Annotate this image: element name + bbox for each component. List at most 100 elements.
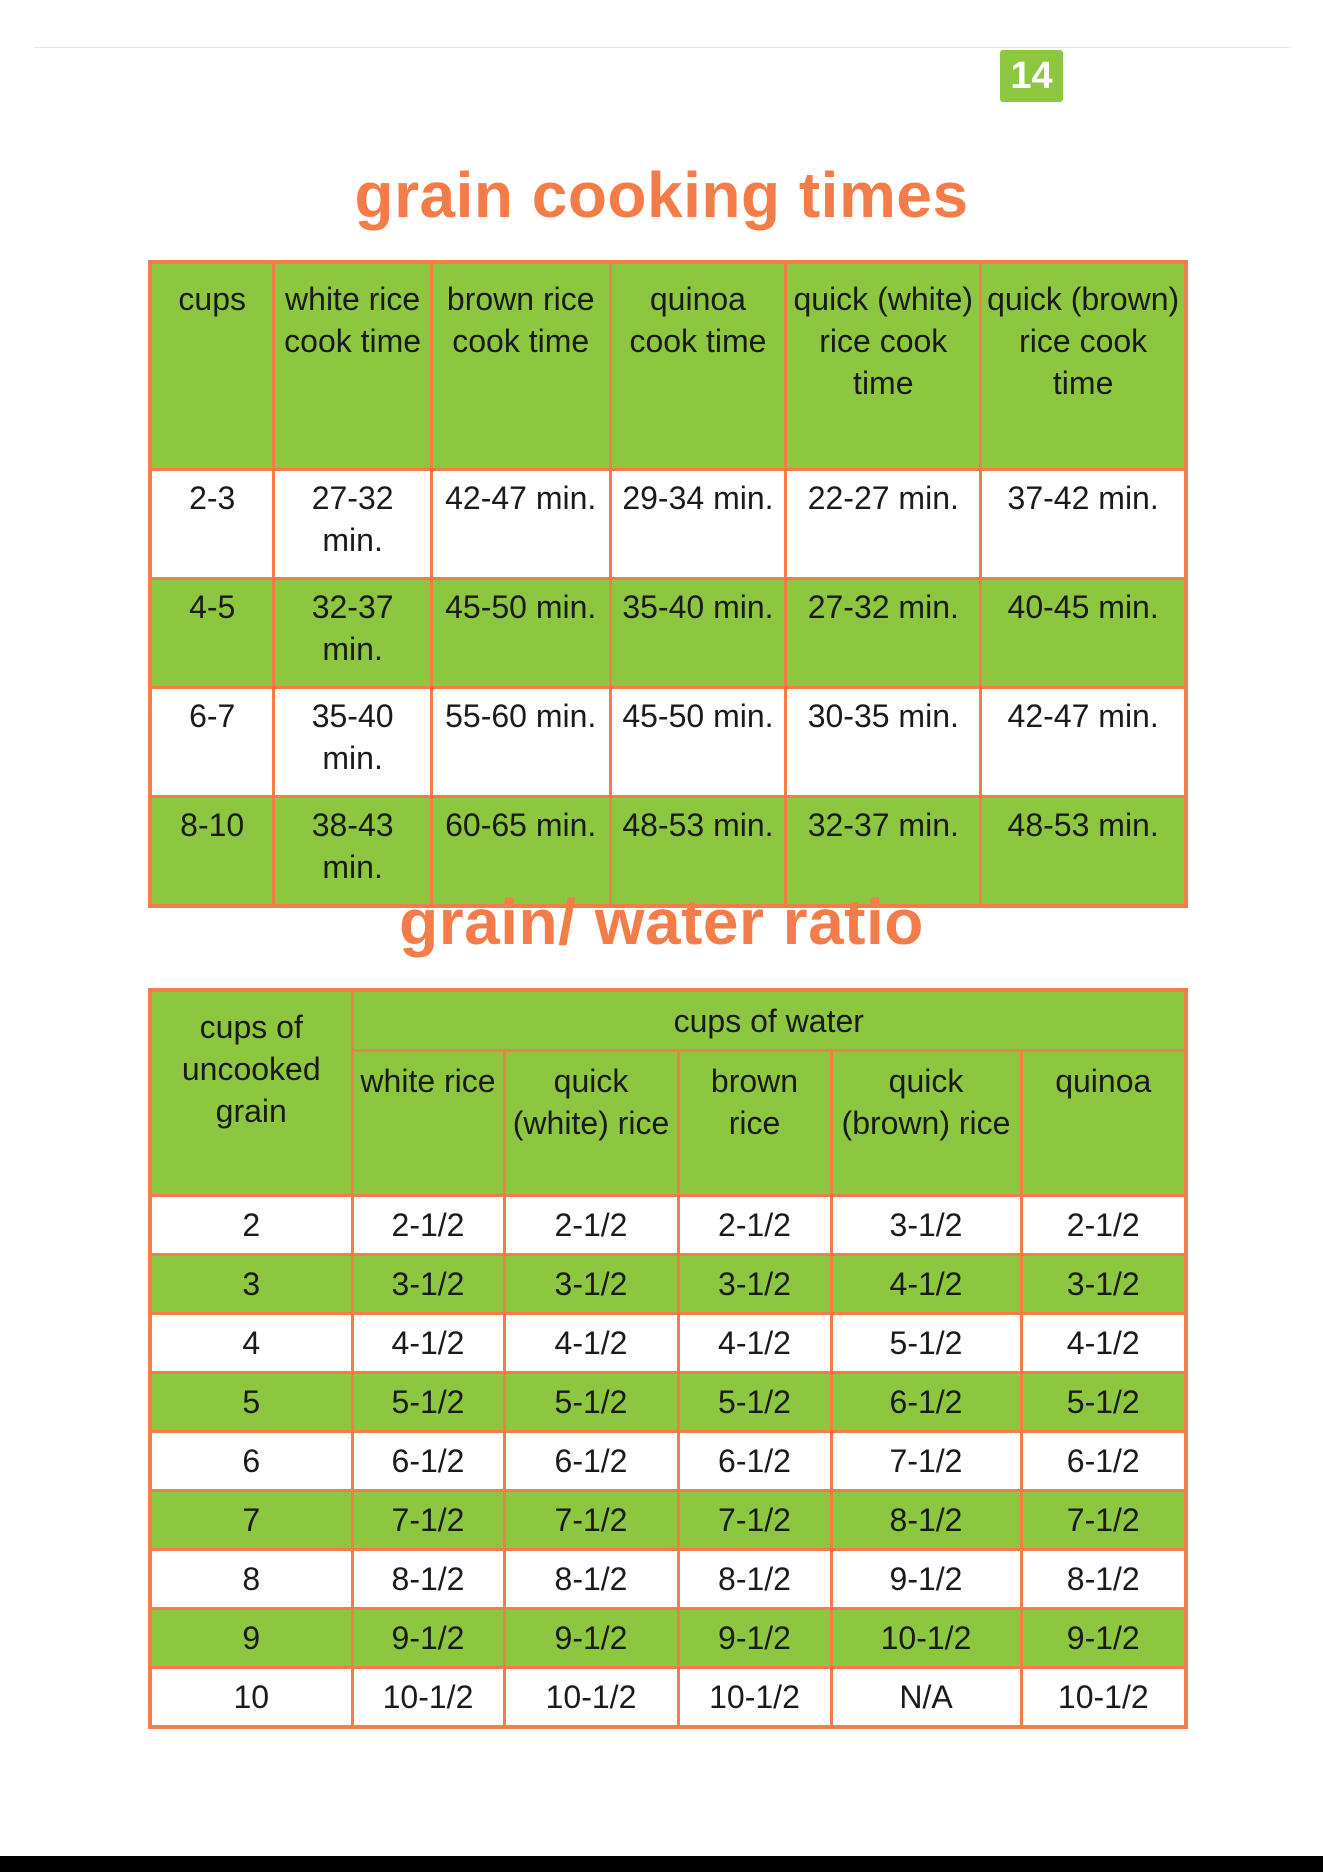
- table-cell: 7-1/2: [1019, 1489, 1188, 1551]
- table-row: 5 5-1/2 5-1/2 5-1/2 6-1/2 5-1/2: [148, 1371, 1188, 1433]
- table-cell: 7: [148, 1489, 354, 1551]
- column-header: cups of uncooked grain: [148, 988, 354, 1197]
- table-cell: 5-1/2: [676, 1371, 833, 1433]
- table-row: 6-7 35-40 min. 55-60 min. 45-50 min. 30-…: [148, 686, 1188, 798]
- table-cell: 2-1/2: [676, 1194, 833, 1256]
- table-cell: 27-32 min.: [784, 577, 983, 689]
- table-cell: 55-60 min.: [429, 686, 612, 798]
- table-cell: 2-1/2: [502, 1194, 680, 1256]
- table-cell: 8-1/2: [829, 1489, 1023, 1551]
- table-cell: 38-43 min.: [272, 795, 433, 908]
- table-cell: 2-1/2: [1019, 1194, 1188, 1256]
- table-cell: 7-1/2: [502, 1489, 680, 1551]
- table-cell: 7-1/2: [676, 1489, 833, 1551]
- column-header: quinoa cook time: [608, 260, 788, 471]
- table-cell: 8-1/2: [502, 1548, 680, 1610]
- table-cell: 5-1/2: [829, 1312, 1023, 1374]
- table-row: 8-10 38-43 min. 60-65 min. 48-53 min. 32…: [148, 795, 1188, 908]
- table-cell: 9: [148, 1607, 354, 1669]
- table-cell: 22-27 min.: [784, 468, 983, 580]
- table-row: 7 7-1/2 7-1/2 7-1/2 8-1/2 7-1/2: [148, 1489, 1188, 1551]
- table-cell: 3-1/2: [829, 1194, 1023, 1256]
- table-cell: 48-53 min.: [608, 795, 788, 908]
- table-cell: 9-1/2: [350, 1607, 506, 1669]
- table-cell: 32-37 min.: [272, 577, 433, 689]
- table-cell: 37-42 min.: [979, 468, 1188, 580]
- table-cell: 29-34 min.: [608, 468, 788, 580]
- table-row: 9 9-1/2 9-1/2 9-1/2 10-1/2 9-1/2: [148, 1607, 1188, 1669]
- table-cell: 6-1/2: [1019, 1430, 1188, 1492]
- table-cell: 4-1/2: [502, 1312, 680, 1374]
- table-cell: 42-47 min.: [429, 468, 612, 580]
- table-cell: 10-1/2: [502, 1666, 680, 1729]
- table-cell: 40-45 min.: [979, 577, 1188, 689]
- table-cell: 5: [148, 1371, 354, 1433]
- table-row: 2-3 27-32 min. 42-47 min. 29-34 min. 22-…: [148, 468, 1188, 580]
- table-cell: 10-1/2: [676, 1666, 833, 1729]
- table-cell: 35-40 min.: [608, 577, 788, 689]
- table-cell: 4-1/2: [676, 1312, 833, 1374]
- table-cell: 8: [148, 1548, 354, 1610]
- table-cell: 8-1/2: [676, 1548, 833, 1610]
- column-header: quinoa: [1019, 1049, 1188, 1197]
- table-cell: 45-50 min.: [608, 686, 788, 798]
- table-cell: 3-1/2: [502, 1253, 680, 1315]
- top-divider: [34, 47, 1291, 48]
- column-group-header: cups of water: [350, 988, 1188, 1052]
- table-cell: N/A: [829, 1666, 1023, 1729]
- cooking-times-title: grain cooking times: [354, 159, 969, 231]
- table-cell: 4: [148, 1312, 354, 1374]
- table-cell: 8-1/2: [350, 1548, 506, 1610]
- water-ratio-title: grain/ water ratio: [399, 886, 924, 958]
- table-cell: 9-1/2: [829, 1548, 1023, 1610]
- table-cell: 3: [148, 1253, 354, 1315]
- table-cell: 3-1/2: [676, 1253, 833, 1315]
- table-cell: 3-1/2: [1019, 1253, 1188, 1315]
- table-cell: 45-50 min.: [429, 577, 612, 689]
- table-cell: 48-53 min.: [979, 795, 1188, 908]
- water-ratio-table: cups of uncooked grain cups of water whi…: [148, 988, 1189, 1729]
- table-cell: 8-10: [148, 795, 276, 908]
- table-cell: 5-1/2: [350, 1371, 506, 1433]
- table-header-row: cups of uncooked grain cups of water: [148, 988, 1188, 1197]
- table-cell: 2: [148, 1194, 354, 1256]
- column-header: quick (brown) rice cook time: [979, 260, 1188, 471]
- bottom-edge-bar: [0, 1856, 1323, 1872]
- table-cell: 3-1/2: [350, 1253, 506, 1315]
- table-cell: 27-32 min.: [272, 468, 433, 580]
- table-cell: 9-1/2: [1019, 1607, 1188, 1669]
- table-header-row: cups white rice cook time brown rice coo…: [148, 260, 1188, 471]
- table-cell: 9-1/2: [676, 1607, 833, 1669]
- table-cell: 30-35 min.: [784, 686, 983, 798]
- cooking-times-table: cups white rice cook time brown rice coo…: [148, 260, 1188, 908]
- table-cell: 10-1/2: [829, 1607, 1023, 1669]
- table-cell: 5-1/2: [1019, 1371, 1188, 1433]
- table-cell: 32-37 min.: [784, 795, 983, 908]
- table-cell: 42-47 min.: [979, 686, 1188, 798]
- column-header: white rice cook time: [272, 260, 433, 471]
- column-header: quick (white) rice: [502, 1049, 680, 1197]
- table-cell: 10-1/2: [1019, 1666, 1188, 1729]
- table-cell: 2-1/2: [350, 1194, 506, 1256]
- table-cell: 6-1/2: [350, 1430, 506, 1492]
- table-cell: 35-40 min.: [272, 686, 433, 798]
- table-row: 4 4-1/2 4-1/2 4-1/2 5-1/2 4-1/2: [148, 1312, 1188, 1374]
- table-row: 6 6-1/2 6-1/2 6-1/2 7-1/2 6-1/2: [148, 1430, 1188, 1492]
- table-subheader-row: white rice quick (white) rice brown rice…: [150, 1049, 1188, 1197]
- table-cell: 4-5: [148, 577, 276, 689]
- column-header: cups: [148, 260, 276, 471]
- column-header: brown rice: [676, 1049, 833, 1197]
- table-cell: 6-1/2: [502, 1430, 680, 1492]
- table-cell: 8-1/2: [1019, 1548, 1188, 1610]
- table-cell: 10-1/2: [350, 1666, 506, 1729]
- table-cell: 4-1/2: [1019, 1312, 1188, 1374]
- column-header: quick (white) rice cook time: [784, 260, 983, 471]
- column-header: brown rice cook time: [429, 260, 612, 471]
- table-row: 10 10-1/2 10-1/2 10-1/2 N/A 10-1/2: [148, 1666, 1188, 1729]
- column-header: quick (brown) rice: [829, 1049, 1023, 1197]
- table-cell: 7-1/2: [829, 1430, 1023, 1492]
- table-cell: 6: [148, 1430, 354, 1492]
- table-row: 8 8-1/2 8-1/2 8-1/2 9-1/2 8-1/2: [148, 1548, 1188, 1610]
- page-number-badge: 14: [1000, 50, 1063, 102]
- table-cell: 9-1/2: [502, 1607, 680, 1669]
